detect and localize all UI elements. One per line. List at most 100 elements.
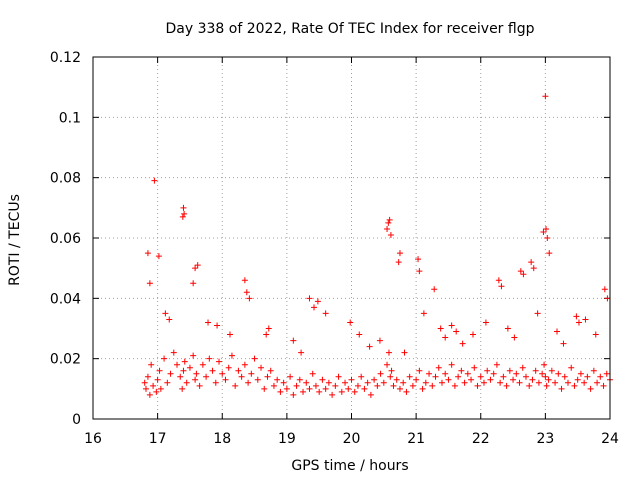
data-point [387,231,394,238]
data-point [335,373,342,380]
data-point [487,376,494,383]
data-point [206,355,213,362]
data-point [358,373,365,380]
data-point [480,379,487,386]
data-point [503,382,510,389]
data-point [322,385,329,392]
x-tick-label: 17 [149,431,167,447]
data-point [264,373,271,380]
data-point [157,385,164,392]
data-point [345,385,352,392]
x-axis-label: GPS time / hours [291,458,408,474]
data-point [555,370,562,377]
data-point [500,373,507,380]
data-point [338,388,345,395]
data-point [438,379,445,386]
data-point [458,367,465,374]
data-point [516,379,523,386]
data-point [367,391,374,398]
chart-title: Day 338 of 2022, Rate Of TEC Index for r… [166,21,535,37]
x-tick-label: 18 [213,431,231,447]
data-point [603,370,610,377]
data-point [386,216,393,223]
data-point [546,250,553,257]
data-point [254,376,261,383]
data-point [530,265,537,272]
data-point [453,328,460,335]
data-point [209,367,216,374]
data-point [361,385,368,392]
data-point [564,379,571,386]
data-point [497,379,504,386]
data-point [415,256,422,263]
x-tick-label: 24 [601,431,619,447]
data-point [464,370,471,377]
data-point [493,361,500,368]
data-point [517,268,524,275]
data-point [419,385,426,392]
data-point [263,331,270,338]
data-point [490,370,497,377]
data-point [164,379,171,386]
data-point [142,385,149,392]
data-point [322,310,329,317]
data-point [416,268,423,275]
data-point [228,352,235,359]
data-point [448,361,455,368]
data-point [437,325,444,332]
x-tick-label: 19 [278,431,296,447]
data-point [545,376,552,383]
data-point [429,382,436,389]
data-point [393,376,400,383]
data-point [552,379,559,386]
data-point [520,271,527,278]
data-point [144,250,151,257]
data-point [426,370,433,377]
data-point [150,382,157,389]
data-point [592,331,599,338]
data-point [261,385,268,392]
data-point [162,310,169,317]
data-point [144,373,151,380]
data-point [573,313,580,320]
data-point [306,385,313,392]
data-point [571,382,578,389]
data-point [303,379,310,386]
data-point [216,358,223,365]
data-point [529,376,536,383]
data-point [601,286,608,293]
data-point [542,373,549,380]
data-point [468,376,475,383]
data-point [148,361,155,368]
data-point [396,385,403,392]
data-point [155,253,162,260]
data-point [190,280,197,287]
data-point [146,280,153,287]
data-point [265,325,272,332]
data-point [390,382,397,389]
plot-frame [92,56,611,420]
data-point [542,93,549,100]
data-point [179,385,186,392]
data-point [406,373,413,380]
data-point [366,343,373,350]
data-point [251,355,258,362]
data-point [167,370,174,377]
data-point [300,388,307,395]
data-point [395,259,402,266]
data-point [504,325,511,332]
data-point [543,382,550,389]
data-point [442,334,449,341]
data-point [222,376,229,383]
data-point [513,370,520,377]
data-point [420,310,427,317]
data-point [347,319,354,326]
data-point [290,391,297,398]
data-point [384,361,391,368]
data-point [151,177,158,184]
data-point [400,379,407,386]
data-point [296,376,303,383]
data-point [238,373,245,380]
data-point [387,373,394,380]
data-point [594,379,601,386]
